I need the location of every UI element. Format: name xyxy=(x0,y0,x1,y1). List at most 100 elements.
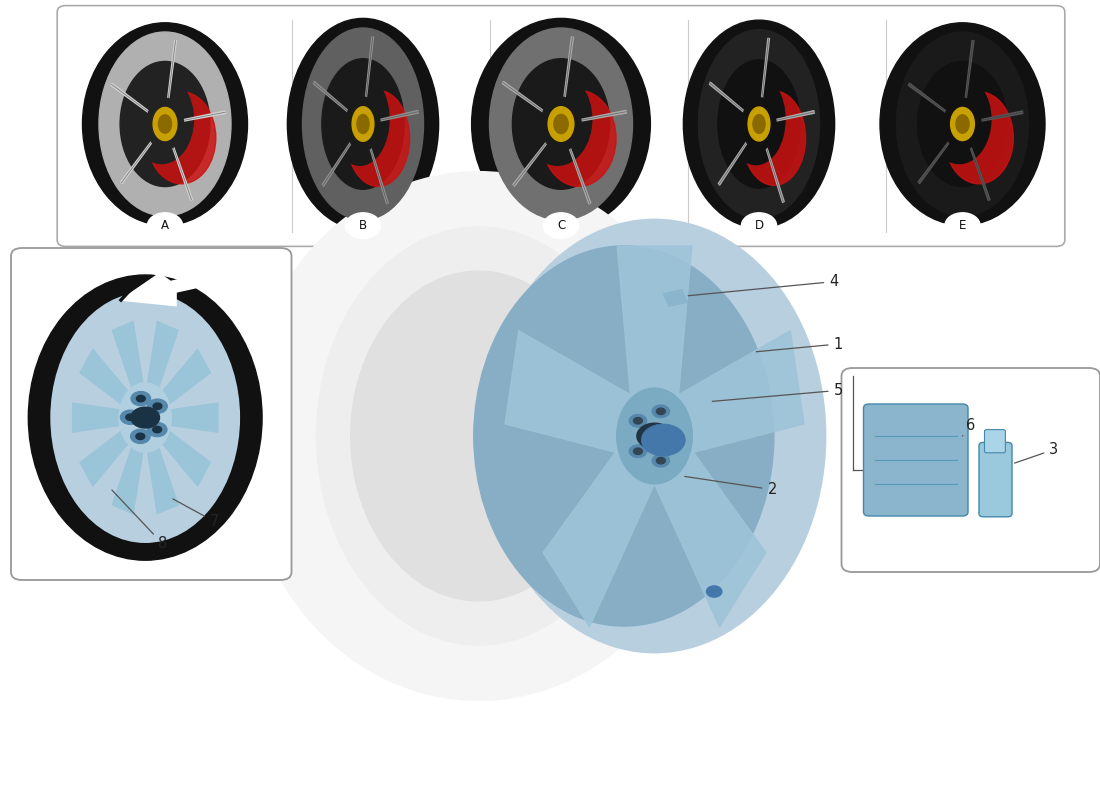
Circle shape xyxy=(125,414,134,421)
Polygon shape xyxy=(718,123,759,186)
Polygon shape xyxy=(759,110,814,125)
Circle shape xyxy=(147,399,167,414)
Ellipse shape xyxy=(945,92,1013,184)
Circle shape xyxy=(131,391,151,406)
Ellipse shape xyxy=(302,28,424,220)
Text: 5: 5 xyxy=(713,383,843,402)
Ellipse shape xyxy=(683,20,835,228)
Ellipse shape xyxy=(351,271,606,601)
Polygon shape xyxy=(505,330,658,462)
Ellipse shape xyxy=(99,32,231,216)
Polygon shape xyxy=(79,349,147,422)
Ellipse shape xyxy=(748,107,770,141)
Text: E: E xyxy=(959,219,966,232)
Text: B: B xyxy=(359,219,367,232)
Polygon shape xyxy=(561,110,626,125)
Polygon shape xyxy=(145,402,218,433)
Ellipse shape xyxy=(243,172,714,700)
Circle shape xyxy=(667,430,684,442)
FancyBboxPatch shape xyxy=(57,6,1065,246)
Ellipse shape xyxy=(742,98,775,150)
Circle shape xyxy=(634,448,642,454)
Ellipse shape xyxy=(718,60,800,188)
FancyBboxPatch shape xyxy=(11,248,292,580)
Polygon shape xyxy=(314,82,363,125)
Circle shape xyxy=(741,213,777,238)
Polygon shape xyxy=(962,41,974,124)
FancyBboxPatch shape xyxy=(842,368,1100,572)
Polygon shape xyxy=(513,123,561,186)
FancyBboxPatch shape xyxy=(864,404,968,516)
Ellipse shape xyxy=(513,58,609,190)
FancyBboxPatch shape xyxy=(984,430,1005,453)
Polygon shape xyxy=(543,416,668,627)
Circle shape xyxy=(634,418,642,424)
Text: 7: 7 xyxy=(173,499,219,529)
Polygon shape xyxy=(363,37,374,124)
Polygon shape xyxy=(112,321,148,419)
Text: C: C xyxy=(557,219,565,232)
Ellipse shape xyxy=(322,58,404,190)
Ellipse shape xyxy=(287,18,439,230)
Circle shape xyxy=(657,458,665,464)
Ellipse shape xyxy=(153,107,177,141)
Ellipse shape xyxy=(617,389,692,483)
Polygon shape xyxy=(112,416,148,514)
Polygon shape xyxy=(121,266,248,306)
Polygon shape xyxy=(165,124,192,201)
Ellipse shape xyxy=(956,114,969,134)
Polygon shape xyxy=(322,123,363,186)
Circle shape xyxy=(153,426,162,433)
Polygon shape xyxy=(561,124,591,204)
Ellipse shape xyxy=(346,97,380,151)
Polygon shape xyxy=(561,37,573,124)
Circle shape xyxy=(945,213,980,238)
Circle shape xyxy=(657,408,665,414)
Ellipse shape xyxy=(472,18,650,230)
Polygon shape xyxy=(663,290,688,306)
Circle shape xyxy=(345,213,381,238)
Ellipse shape xyxy=(917,62,1008,186)
Polygon shape xyxy=(73,402,145,433)
Circle shape xyxy=(131,407,160,428)
Polygon shape xyxy=(617,246,692,436)
Ellipse shape xyxy=(317,227,640,645)
Text: 2: 2 xyxy=(684,477,777,497)
Circle shape xyxy=(629,414,647,427)
Ellipse shape xyxy=(896,32,1028,216)
Circle shape xyxy=(543,213,579,238)
Circle shape xyxy=(652,405,670,418)
Ellipse shape xyxy=(346,90,409,186)
Circle shape xyxy=(629,445,647,458)
Ellipse shape xyxy=(541,90,616,186)
Ellipse shape xyxy=(484,220,825,652)
Circle shape xyxy=(671,433,680,439)
Circle shape xyxy=(652,454,670,467)
Circle shape xyxy=(153,403,162,410)
Ellipse shape xyxy=(119,383,172,452)
Polygon shape xyxy=(121,124,165,184)
Polygon shape xyxy=(143,414,211,486)
Circle shape xyxy=(147,213,183,238)
Ellipse shape xyxy=(356,114,370,134)
Polygon shape xyxy=(962,111,1023,125)
Text: autoparts: autoparts xyxy=(505,299,815,501)
Circle shape xyxy=(706,586,722,597)
Ellipse shape xyxy=(52,294,239,542)
Polygon shape xyxy=(142,416,178,514)
Polygon shape xyxy=(759,124,784,202)
Circle shape xyxy=(637,423,672,449)
Polygon shape xyxy=(651,330,804,462)
Circle shape xyxy=(120,410,140,425)
Circle shape xyxy=(147,422,167,437)
Ellipse shape xyxy=(880,22,1045,226)
Ellipse shape xyxy=(82,22,248,226)
Text: passion for parts since 1985: passion for parts since 1985 xyxy=(512,422,764,570)
Polygon shape xyxy=(503,82,561,125)
Ellipse shape xyxy=(950,107,975,141)
Polygon shape xyxy=(142,321,178,419)
Polygon shape xyxy=(962,124,990,201)
Polygon shape xyxy=(111,83,165,125)
FancyBboxPatch shape xyxy=(979,442,1012,517)
Circle shape xyxy=(641,424,685,456)
